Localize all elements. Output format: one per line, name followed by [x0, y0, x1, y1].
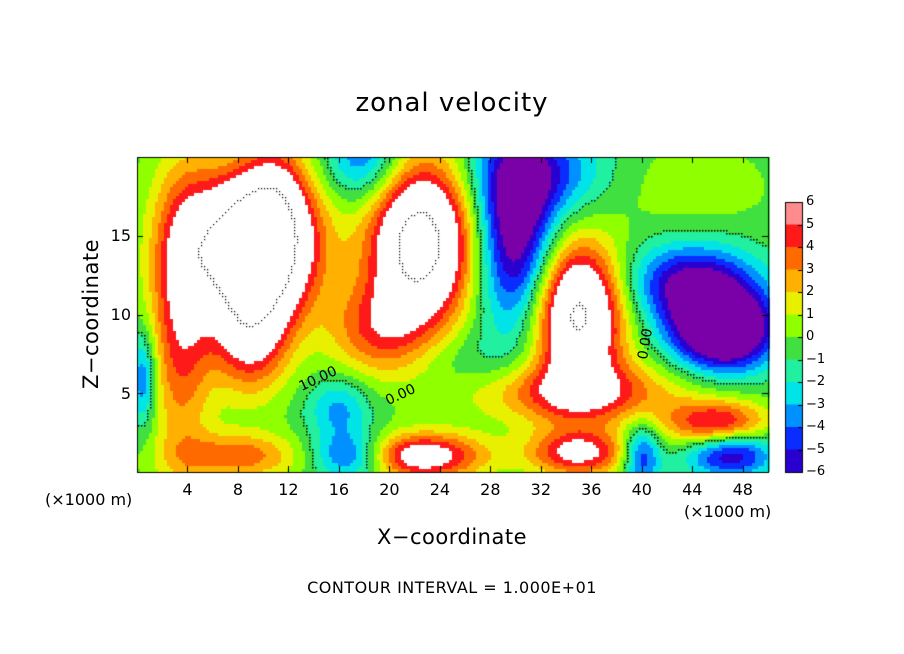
colorbar-tick-label: −4 [806, 419, 826, 435]
x-tick-label: 36 [581, 480, 602, 500]
y-axis-label: Z−coordinate [79, 239, 103, 389]
x-tick-label: 40 [631, 480, 652, 500]
chart-title: zonal velocity [355, 88, 549, 118]
colorbar-tick-label: 0 [806, 329, 815, 345]
colorbar-tick-label: 2 [806, 284, 815, 300]
y-tick-label: 10 [110, 304, 131, 324]
colorbar-tick-label: −6 [806, 464, 826, 480]
colorbar-tick-label: −1 [806, 351, 826, 367]
x-axis-label: X−coordinate [377, 525, 527, 549]
colorbar-tick-label: 3 [806, 261, 815, 277]
y-tick-label: 15 [110, 226, 131, 246]
x-tick-label: 4 [182, 480, 193, 500]
colorbar-tick-label: 1 [806, 306, 815, 322]
y-tick-label: 5 [120, 383, 131, 403]
colorbar-tick-label: −3 [806, 396, 826, 412]
contour-interval-note: CONTOUR INTERVAL = 1.000E+01 [307, 578, 597, 597]
x-tick-label: 24 [429, 480, 451, 500]
x-tick-label: 8 [232, 480, 244, 500]
x-tick-label: 12 [278, 480, 299, 500]
x-tick-label: 20 [379, 480, 400, 500]
x-tick-label: 44 [682, 480, 703, 500]
x-tick-label: 32 [530, 480, 551, 500]
x-tick-label: 48 [732, 480, 753, 500]
x-unit-label-right: (×1000 m) [684, 502, 772, 521]
colorbar-tick-label: 6 [806, 194, 815, 210]
colorbar-tick-label: 5 [806, 216, 815, 232]
colorbar-tick-label: −2 [806, 374, 826, 390]
x-tick-label: 16 [328, 480, 350, 500]
x-tick-label: 28 [480, 480, 501, 500]
colorbar-tick-label: 4 [806, 239, 815, 255]
colorbar-tick-label: −5 [806, 441, 826, 457]
x-unit-label-left: (×1000 m) [45, 490, 133, 509]
